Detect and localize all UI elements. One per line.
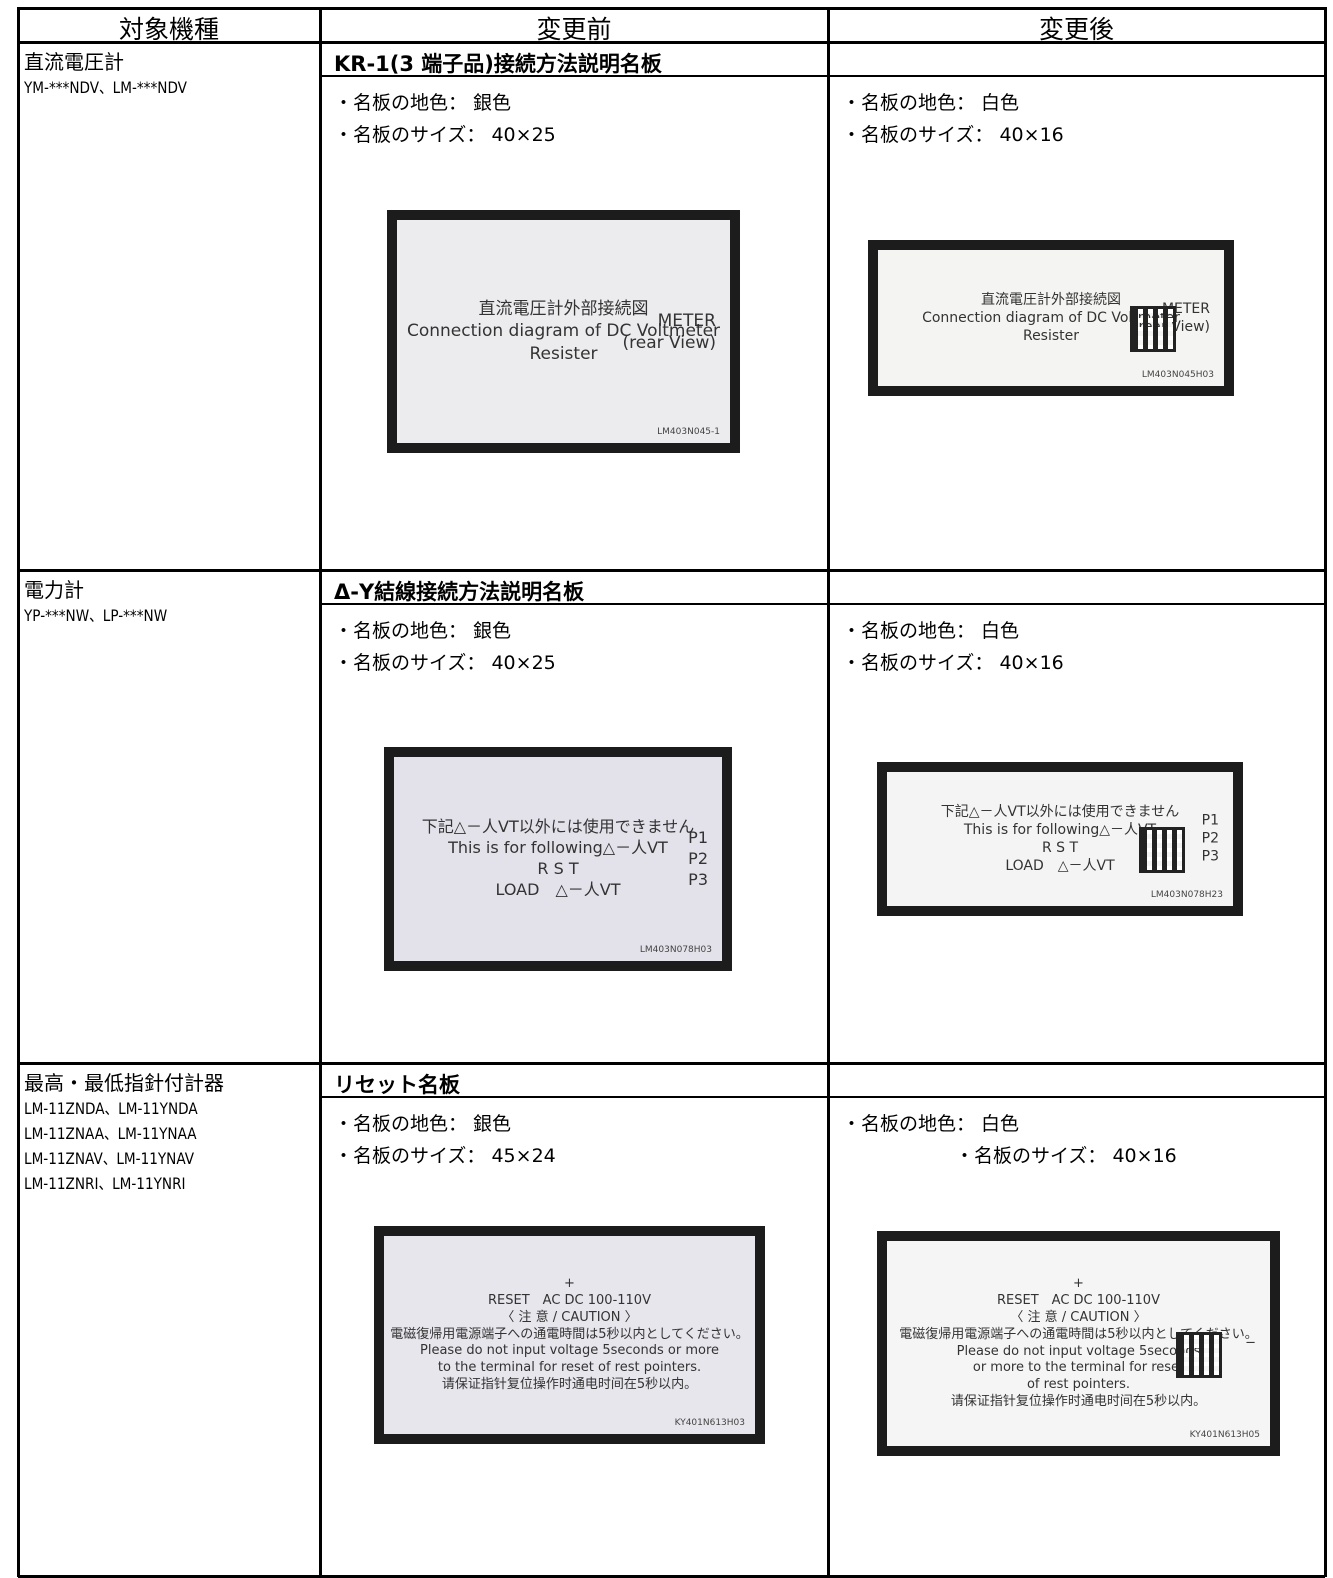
plate-code: LM403N078H23 <box>1150 890 1223 900</box>
rule <box>320 603 1325 605</box>
device-name: 電力計 <box>24 578 84 602</box>
rule <box>18 6 1325 10</box>
plate-code: LM403N045H03 <box>1141 370 1214 380</box>
plate-text: 直流電圧計外部接続図 <box>981 291 1121 308</box>
plate-side: METER(rear View) <box>623 309 717 353</box>
plate-text: LOAD △－人VT <box>1005 858 1115 875</box>
header-cell: 変更前 <box>536 15 612 44</box>
plate-code: KY401N613H05 <box>1189 1430 1260 1440</box>
spec-line: ・名板の地色： 白色 <box>842 620 1020 642</box>
plate-text: P1 <box>1201 812 1219 829</box>
plate-text: 〈 注 意 / CAUTION 〉 <box>501 1309 638 1325</box>
plate-text: METER <box>657 310 716 331</box>
rule <box>18 568 1325 572</box>
plate-text: of rest pointers. <box>1026 1377 1131 1393</box>
plate-text: 请保证指针复位操作时通电时间在5秒以内。 <box>950 1394 1207 1410</box>
nameplate: + RESET AC DC 100-110V 〈 注 意 / CAUTION 〉電磁… <box>877 1231 1280 1456</box>
spec-line: ・名板の地色： 銀色 <box>334 92 512 114</box>
device-name: 直流電圧計 <box>24 50 124 74</box>
model-list: LM-11ZNAA、LM-11YNAA <box>24 1124 197 1143</box>
device-name: 最高・最低指針付計器 <box>24 1071 224 1095</box>
spec-line: ・名板のサイズ： 40×16 <box>842 652 1064 674</box>
plate-text: Resister <box>529 343 598 364</box>
nameplate: 直流電圧計外部接続図 Connection diagram of DC Voltm… <box>868 240 1234 396</box>
rule <box>1323 7 1327 1577</box>
plate-title: Δ-Y結線接続方法説明名板 <box>334 580 585 604</box>
plate-text: + <box>564 1275 575 1291</box>
plate-title: KR-1(3 端子品)接続方法説明名板 <box>334 52 662 76</box>
plate-text: 電磁復帰用電源端子への通電時間は5秒以内としてください。 <box>899 1326 1258 1342</box>
spec-line: ・名板の地色： 白色 <box>842 1113 1020 1135</box>
nameplate: 下記△－人VT以外には使用できません This is for following△… <box>384 747 732 971</box>
plate-text: 下記△－人VT以外には使用できません <box>940 803 1180 820</box>
plate-side: P1 P2 P3 <box>688 828 708 890</box>
plate-text: LOAD △－人VT <box>495 879 621 899</box>
nameplate: 直流電圧計外部接続図 Connection diagram of DC Voltm… <box>387 210 740 453</box>
plate-text: R S T <box>1041 840 1079 856</box>
header-cell: 対象機種 <box>118 15 219 44</box>
plate-text: (rear View) <box>622 332 717 353</box>
qr-code <box>1139 827 1185 873</box>
plate-side: P1 P2 P3 <box>1202 812 1219 867</box>
plate-text: P2 <box>688 848 708 868</box>
rule <box>18 1061 1325 1065</box>
plate-text: 下記△－人VT以外には使用できません <box>421 817 695 837</box>
plate-text: 電磁復帰用電源端子への通電時間は5秒以内としてください。 <box>390 1326 749 1342</box>
model-list: LM-11ZNDA、LM-11YNDA <box>24 1099 198 1118</box>
spec-line: ・名板のサイズ： 40×25 <box>334 124 556 146</box>
spec-line: ・名板のサイズ： 45×24 <box>334 1145 556 1167</box>
spec-line: ・名板のサイズ： 40×16 <box>842 124 1064 146</box>
plate-text: to the terminal for reset of rest pointe… <box>437 1360 702 1376</box>
plate-text: − <box>1245 1335 1256 1351</box>
nameplate: 下記△－人VT以外には使用できません This is for following△… <box>877 762 1243 916</box>
rule <box>18 1574 1325 1578</box>
model-list: LM-11ZNRI、LM-11YNRI <box>24 1174 186 1193</box>
plate-text: R S T <box>537 859 579 878</box>
plate-text: This is for following△－人VT <box>963 821 1157 838</box>
rule <box>826 7 830 1577</box>
plate-text: Connection diagram of DC Voltmeter <box>922 309 1180 326</box>
plate-code: LM403N078H03 <box>639 945 712 955</box>
plate-code: LM403N045-1 <box>657 427 720 437</box>
plate-text: 请保证指针复位操作时通电时间在5秒以内。 <box>441 1377 698 1393</box>
plate-text: RESET AC DC 100-110V <box>997 1292 1160 1308</box>
plate-text: P1 <box>688 827 708 847</box>
model-list: YM-***NDV、LM-***NDV <box>24 78 188 97</box>
spec-line: ・名板の地色： 白色 <box>842 92 1020 114</box>
plate-side: − <box>1245 1335 1256 1352</box>
plate-text: 直流電圧計外部接続図 <box>478 299 649 320</box>
plate-text: P3 <box>1201 849 1219 866</box>
spec-line: ・名板のサイズ： 40×25 <box>334 652 556 674</box>
plate-text: RESET AC DC 100-110V <box>488 1292 651 1308</box>
rule <box>18 40 1325 44</box>
spec-line: ・名板のサイズ： 40×16 <box>955 1145 1177 1167</box>
rule <box>320 1096 1325 1098</box>
plate-text: or more to the terminal for reset <box>972 1360 1185 1376</box>
qr-code <box>1130 306 1176 352</box>
nameplate: + RESET AC DC 100-110V 〈 注 意 / CAUTION 〉電磁… <box>374 1226 765 1444</box>
plate-text: + <box>1073 1275 1084 1291</box>
model-list: LM-11ZNAV、LM-11YNAV <box>24 1149 195 1168</box>
plate-title: リセット名板 <box>334 1073 460 1097</box>
plate-text: Please do not input voltage 5seconds <box>956 1343 1201 1359</box>
plate-text: P3 <box>688 869 708 889</box>
plate-text: P2 <box>1201 830 1219 847</box>
rule <box>320 75 1325 77</box>
plate-text: Connection diagram of DC Voltmeter <box>406 321 721 342</box>
spec-line: ・名板の地色： 銀色 <box>334 620 512 642</box>
spec-line: ・名板の地色： 銀色 <box>334 1113 512 1135</box>
rule <box>16 7 20 1577</box>
plate-text: This is for following△－人VT <box>448 838 668 858</box>
rule <box>318 7 322 1577</box>
qr-code <box>1176 1331 1222 1378</box>
plate-text: 〈 注 意 / CAUTION 〉 <box>1010 1309 1147 1325</box>
header-cell: 変更後 <box>1038 15 1114 44</box>
plate-code: KY401N613H03 <box>674 1418 745 1428</box>
plate-text: Please do not input voltage 5seconds or … <box>420 1343 719 1359</box>
model-list: YP-***NW、LP-***NW <box>24 606 168 625</box>
plate-text: Resister <box>1022 328 1080 345</box>
